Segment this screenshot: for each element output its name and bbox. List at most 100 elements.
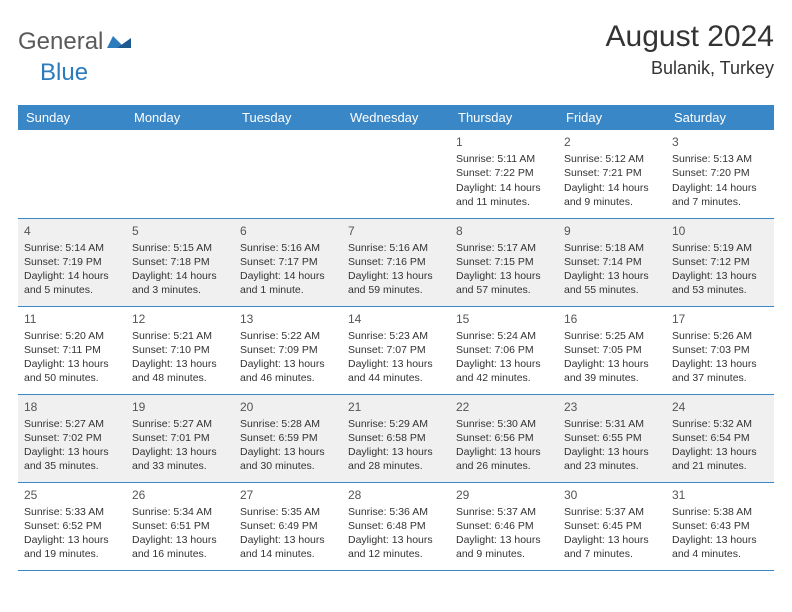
calendar-cell: 2Sunrise: 5:12 AMSunset: 7:21 PMDaylight… [558,130,666,218]
day-header-row: SundayMondayTuesdayWednesdayThursdayFrid… [18,105,774,130]
sunrise-line: Sunrise: 5:13 AM [672,152,768,166]
calendar-cell [18,130,126,218]
day-number: 13 [240,311,336,327]
sunrise-line: Sunrise: 5:37 AM [456,505,552,519]
sunset-line: Sunset: 7:05 PM [564,343,660,357]
day-number: 19 [132,399,228,415]
day-number: 27 [240,487,336,503]
day-number: 21 [348,399,444,415]
daylight-line: Daylight: 14 hours and 5 minutes. [24,269,120,297]
sunset-line: Sunset: 7:01 PM [132,431,228,445]
daylight-line: Daylight: 13 hours and 33 minutes. [132,445,228,473]
sunset-line: Sunset: 7:10 PM [132,343,228,357]
sunrise-line: Sunrise: 5:31 AM [564,417,660,431]
daylight-line: Daylight: 13 hours and 14 minutes. [240,533,336,561]
calendar-cell [342,130,450,218]
sunset-line: Sunset: 7:20 PM [672,166,768,180]
daylight-line: Daylight: 13 hours and 55 minutes. [564,269,660,297]
day-number: 15 [456,311,552,327]
sunrise-line: Sunrise: 5:19 AM [672,241,768,255]
sunset-line: Sunset: 6:46 PM [456,519,552,533]
calendar-cell: 17Sunrise: 5:26 AMSunset: 7:03 PMDayligh… [666,306,774,394]
daylight-line: Daylight: 13 hours and 19 minutes. [24,533,120,561]
sunrise-line: Sunrise: 5:15 AM [132,241,228,255]
sunrise-line: Sunrise: 5:23 AM [348,329,444,343]
daylight-line: Daylight: 13 hours and 48 minutes. [132,357,228,385]
daylight-line: Daylight: 13 hours and 53 minutes. [672,269,768,297]
sunset-line: Sunset: 7:11 PM [24,343,120,357]
sunset-line: Sunset: 7:09 PM [240,343,336,357]
brand-logo: General [18,20,133,56]
calendar-cell: 22Sunrise: 5:30 AMSunset: 6:56 PMDayligh… [450,394,558,482]
calendar-week-row: 18Sunrise: 5:27 AMSunset: 7:02 PMDayligh… [18,394,774,482]
calendar-body: 1Sunrise: 5:11 AMSunset: 7:22 PMDaylight… [18,130,774,570]
sunset-line: Sunset: 6:51 PM [132,519,228,533]
daylight-line: Daylight: 13 hours and 57 minutes. [456,269,552,297]
sunset-line: Sunset: 7:14 PM [564,255,660,269]
sunset-line: Sunset: 6:54 PM [672,431,768,445]
daylight-line: Daylight: 13 hours and 39 minutes. [564,357,660,385]
calendar-cell: 13Sunrise: 5:22 AMSunset: 7:09 PMDayligh… [234,306,342,394]
calendar-week-row: 25Sunrise: 5:33 AMSunset: 6:52 PMDayligh… [18,482,774,570]
daylight-line: Daylight: 14 hours and 7 minutes. [672,181,768,209]
daylight-line: Daylight: 13 hours and 42 minutes. [456,357,552,385]
calendar-cell [126,130,234,218]
sunrise-line: Sunrise: 5:36 AM [348,505,444,519]
calendar-cell: 20Sunrise: 5:28 AMSunset: 6:59 PMDayligh… [234,394,342,482]
calendar-cell: 1Sunrise: 5:11 AMSunset: 7:22 PMDaylight… [450,130,558,218]
calendar-cell: 3Sunrise: 5:13 AMSunset: 7:20 PMDaylight… [666,130,774,218]
calendar-cell: 6Sunrise: 5:16 AMSunset: 7:17 PMDaylight… [234,218,342,306]
day-number: 23 [564,399,660,415]
sunset-line: Sunset: 7:02 PM [24,431,120,445]
day-number: 22 [456,399,552,415]
calendar-cell: 10Sunrise: 5:19 AMSunset: 7:12 PMDayligh… [666,218,774,306]
sunrise-line: Sunrise: 5:27 AM [24,417,120,431]
day-header: Saturday [666,105,774,130]
sunrise-line: Sunrise: 5:27 AM [132,417,228,431]
calendar-cell: 12Sunrise: 5:21 AMSunset: 7:10 PMDayligh… [126,306,234,394]
day-number: 30 [564,487,660,503]
day-number: 18 [24,399,120,415]
calendar-cell: 16Sunrise: 5:25 AMSunset: 7:05 PMDayligh… [558,306,666,394]
calendar-cell: 29Sunrise: 5:37 AMSunset: 6:46 PMDayligh… [450,482,558,570]
day-header: Sunday [18,105,126,130]
calendar-thead: SundayMondayTuesdayWednesdayThursdayFrid… [18,105,774,130]
daylight-line: Daylight: 13 hours and 46 minutes. [240,357,336,385]
day-number: 11 [24,311,120,327]
calendar-cell: 21Sunrise: 5:29 AMSunset: 6:58 PMDayligh… [342,394,450,482]
sunrise-line: Sunrise: 5:26 AM [672,329,768,343]
sunset-line: Sunset: 7:21 PM [564,166,660,180]
sunrise-line: Sunrise: 5:12 AM [564,152,660,166]
daylight-line: Daylight: 13 hours and 21 minutes. [672,445,768,473]
sunrise-line: Sunrise: 5:33 AM [24,505,120,519]
daylight-line: Daylight: 13 hours and 44 minutes. [348,357,444,385]
daylight-line: Daylight: 13 hours and 7 minutes. [564,533,660,561]
title-block: August 2024 Bulanik, Turkey [606,20,774,79]
sunrise-line: Sunrise: 5:32 AM [672,417,768,431]
sunset-line: Sunset: 6:49 PM [240,519,336,533]
calendar-cell: 9Sunrise: 5:18 AMSunset: 7:14 PMDaylight… [558,218,666,306]
sunrise-line: Sunrise: 5:35 AM [240,505,336,519]
day-number: 8 [456,223,552,239]
day-header: Friday [558,105,666,130]
day-number: 1 [456,134,552,150]
sunrise-line: Sunrise: 5:11 AM [456,152,552,166]
daylight-line: Daylight: 13 hours and 35 minutes. [24,445,120,473]
day-number: 25 [24,487,120,503]
sunset-line: Sunset: 7:03 PM [672,343,768,357]
day-number: 5 [132,223,228,239]
calendar-cell: 26Sunrise: 5:34 AMSunset: 6:51 PMDayligh… [126,482,234,570]
calendar-week-row: 11Sunrise: 5:20 AMSunset: 7:11 PMDayligh… [18,306,774,394]
day-number: 24 [672,399,768,415]
daylight-line: Daylight: 13 hours and 50 minutes. [24,357,120,385]
daylight-line: Daylight: 13 hours and 26 minutes. [456,445,552,473]
sunset-line: Sunset: 7:15 PM [456,255,552,269]
sunset-line: Sunset: 7:06 PM [456,343,552,357]
sunrise-line: Sunrise: 5:34 AM [132,505,228,519]
calendar-cell: 31Sunrise: 5:38 AMSunset: 6:43 PMDayligh… [666,482,774,570]
day-number: 14 [348,311,444,327]
location-label: Bulanik, Turkey [606,58,774,79]
calendar-week-row: 4Sunrise: 5:14 AMSunset: 7:19 PMDaylight… [18,218,774,306]
sunset-line: Sunset: 7:19 PM [24,255,120,269]
sunset-line: Sunset: 7:07 PM [348,343,444,357]
